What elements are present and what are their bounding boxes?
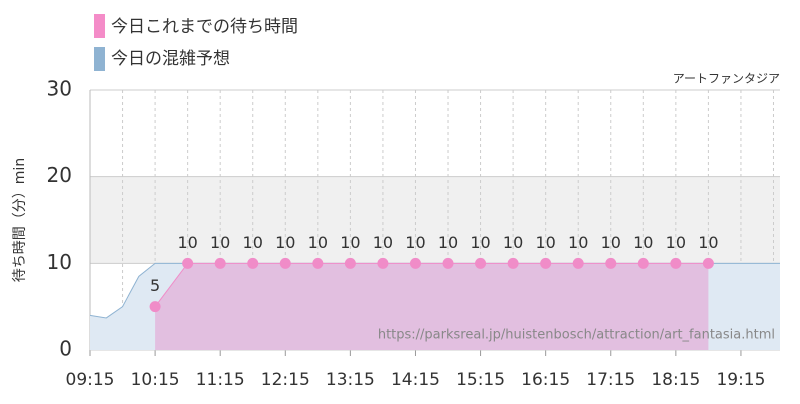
value-label: 10 [177, 233, 197, 252]
value-label: 10 [243, 233, 263, 252]
x-tick-label: 13:15 [326, 370, 375, 390]
x-tick-label: 12:15 [261, 370, 310, 390]
area [155, 263, 709, 350]
data-point [247, 257, 259, 269]
data-point [702, 257, 714, 269]
x-tick-label: 15:15 [456, 370, 505, 390]
value-label: 10 [308, 233, 328, 252]
y-axis-label: 待ち時間（分）min [12, 158, 28, 282]
data-point [637, 257, 649, 269]
y-tick-label: 20 [47, 163, 72, 187]
x-tick-label: 17:15 [586, 370, 635, 390]
data-point [475, 257, 487, 269]
y-tick-label: 30 [47, 77, 72, 101]
data-point [214, 257, 226, 269]
y-tick-label: 0 [59, 337, 72, 361]
value-label: 10 [373, 233, 393, 252]
data-point [670, 257, 682, 269]
value-label: 10 [438, 233, 458, 252]
data-point [572, 257, 584, 269]
value-label: 10 [503, 233, 523, 252]
value-label: 10 [275, 233, 295, 252]
value-label: 10 [535, 233, 555, 252]
value-label: 10 [340, 233, 360, 252]
data-point [442, 257, 454, 269]
y-tick-label: 10 [47, 250, 72, 274]
x-tick-label: 18:15 [651, 370, 700, 390]
data-point [605, 257, 617, 269]
annotation: https://parksreal.jp/huistenbosch/attrac… [378, 328, 775, 343]
x-tick-label: 14:15 [391, 370, 440, 390]
data-point [540, 257, 552, 269]
value-label: 10 [698, 233, 718, 252]
value-label: 10 [568, 233, 588, 252]
x-tick-label: 10:15 [131, 370, 180, 390]
highlight-band [90, 176, 780, 264]
data-point [149, 301, 161, 313]
x-tick-label: 11:15 [196, 370, 245, 390]
value-label: 5 [150, 276, 160, 295]
value-label: 10 [633, 233, 653, 252]
data-point [409, 257, 421, 269]
x-tick-label: 09:15 [66, 370, 115, 390]
value-label: 10 [470, 233, 490, 252]
data-point [507, 257, 519, 269]
value-label: 10 [666, 233, 686, 252]
value-label: 10 [210, 233, 230, 252]
legend-label: 今日の混雑予想 [111, 49, 230, 69]
data-point [279, 257, 291, 269]
legend-swatch [94, 14, 105, 38]
legend-label: 今日これまでの待ち時間 [111, 17, 298, 37]
data-point [312, 257, 324, 269]
subtitle: アートファンタジア [673, 72, 780, 86]
x-tick-label: 16:15 [521, 370, 570, 390]
value-label: 10 [601, 233, 621, 252]
x-tick-label: 19:15 [716, 370, 765, 390]
data-point [344, 257, 356, 269]
value-label: 10 [405, 233, 425, 252]
data-point [182, 257, 194, 269]
data-point [377, 257, 389, 269]
legend-swatch [94, 47, 105, 71]
